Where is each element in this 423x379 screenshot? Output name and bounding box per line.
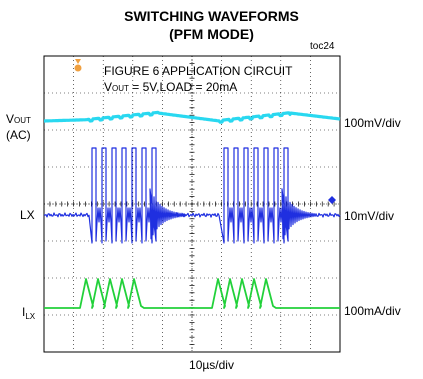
chart-subtitle: (PFM MODE) <box>169 26 254 42</box>
plot-grid <box>43 55 341 353</box>
annotation-vout-sub: OUT <box>112 84 129 93</box>
scale-label-vout: 100mV/div <box>344 116 401 130</box>
ilx-trace <box>44 278 340 309</box>
channel-label-ilx: ILX <box>22 305 35 321</box>
vout-label-sub: OUT <box>14 116 31 125</box>
ilx-label-sub: LX <box>25 312 36 321</box>
vout-trace <box>43 110 341 124</box>
lx-trace <box>43 147 341 244</box>
channel-label-vout: VOUT (AC) <box>6 112 31 142</box>
ilx-label-main: I <box>22 305 26 319</box>
x-axis-label: 10µs/div <box>189 358 234 372</box>
scale-label-ilx: 100mA/div <box>344 304 401 318</box>
annotation-line-2: VOUT = 5V,LOAD = 20mA <box>104 80 237 94</box>
trigger-marker <box>74 64 82 72</box>
scope-markers <box>74 59 336 204</box>
scale-label-lx: 10mV/div <box>344 209 395 223</box>
annotation-vout-main: V <box>104 80 113 94</box>
trigger-arrow <box>75 59 81 64</box>
chart-title: SWITCHING WAVEFORMS <box>124 8 299 24</box>
vout-label-main: V <box>6 112 15 126</box>
channel-label-lx: LX <box>20 208 35 222</box>
waveform-traces <box>43 110 341 309</box>
figure-id: toc24 <box>310 41 335 52</box>
annotation-vout-rest: = 5V,LOAD = 20mA <box>128 80 238 94</box>
annotation-line-1: FIGURE 6 APPLICATION CIRCUIT <box>104 64 293 78</box>
lx-label-main: LX <box>20 208 35 222</box>
trigger-level-marker <box>328 196 336 204</box>
vout-label-extra: (AC) <box>6 128 31 142</box>
